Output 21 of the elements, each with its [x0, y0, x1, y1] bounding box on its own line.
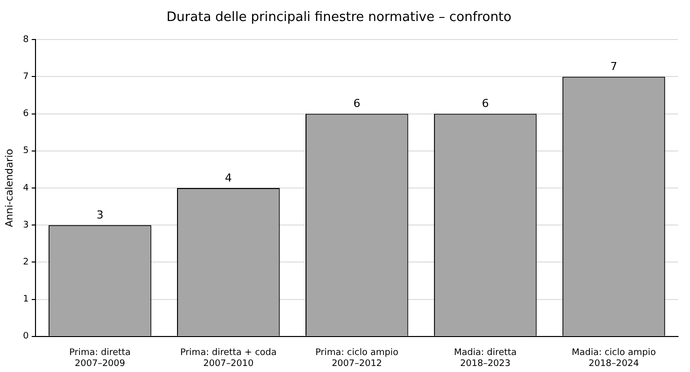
data-label: 6 [353, 97, 360, 110]
y-axis-title: Anni-calendario [4, 148, 16, 228]
y-tick-label: 0 [22, 332, 29, 342]
y-tick-label: 5 [22, 146, 29, 156]
y-tick-label: 8 [22, 34, 29, 45]
data-label: 3 [96, 208, 104, 222]
data-label: 6 [482, 97, 489, 110]
x-tick-label: Prima: diretta + coda 2007–2010 [180, 348, 277, 369]
x-tick-label: Prima: diretta 2007–2009 [69, 348, 131, 369]
y-tick-label: 1 [22, 294, 29, 305]
x-tick-label: Madia: diretta 2018–2023 [454, 348, 517, 369]
x-tick-label: Prima: ciclo ampio 2007–2012 [315, 348, 399, 369]
y-tick-label: 6 [22, 109, 29, 120]
y-tick-label: 4 [22, 183, 29, 194]
x-tick-label: Madia: ciclo ampio 2018–2024 [572, 348, 656, 369]
y-tick-label: 7 [22, 72, 29, 82]
y-tick-label: 3 [22, 220, 29, 230]
data-label: 4 [224, 171, 232, 184]
data-label: 7 [610, 60, 618, 74]
chart-title: Durata delle principali finestre normative – confronto [166, 10, 512, 26]
y-tick-label: 2 [22, 258, 29, 268]
